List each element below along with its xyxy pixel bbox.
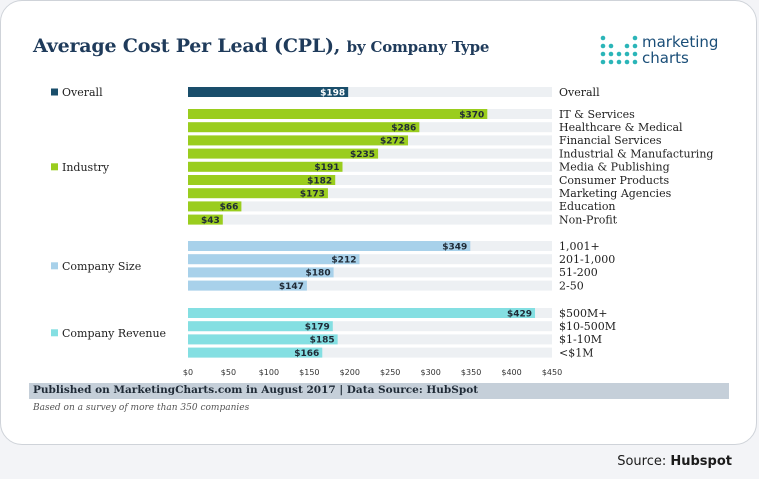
- bar: [188, 87, 349, 97]
- bar-value-label: $191: [314, 163, 339, 173]
- category-label: Financial Services: [559, 134, 662, 147]
- x-tick-label: $0: [183, 368, 193, 377]
- bar-track: [188, 334, 552, 345]
- group-label: Company Revenue: [62, 327, 166, 340]
- category-label: <$1M: [559, 346, 593, 359]
- x-tick-label: $200: [340, 368, 360, 377]
- group-label: Company Size: [62, 260, 141, 273]
- bar: [188, 175, 336, 185]
- bar-track: [188, 254, 552, 265]
- marketingcharts-logo-icon: [600, 35, 638, 65]
- bar: [188, 308, 536, 318]
- category-label: 1,001+: [559, 240, 600, 253]
- bar-track: [188, 347, 552, 358]
- footer-bar: [29, 383, 729, 399]
- bar-value-label: $147: [279, 282, 304, 292]
- bar-value-label: $166: [294, 349, 319, 359]
- bar-value-label: $370: [459, 110, 484, 120]
- footer-note: Based on a survey of more than 350 compa…: [33, 403, 250, 413]
- bar-value-label: $429: [507, 309, 532, 319]
- x-tick-label: $150: [299, 368, 319, 377]
- chart-card: Average Cost Per Lead (CPL), by Company …: [0, 0, 757, 445]
- bar-value-label: $198: [320, 88, 345, 98]
- bar-value-label: $272: [380, 137, 405, 147]
- logo-text: marketing charts: [642, 34, 718, 66]
- bar-value-label: $185: [310, 336, 335, 346]
- legend-swatch: [51, 88, 58, 96]
- logo-line-2: charts: [642, 49, 689, 67]
- source-caption: Source: Hubspot: [617, 454, 732, 469]
- bar: [188, 122, 420, 133]
- category-label: IT & Services: [559, 108, 635, 121]
- bar-chart: Overall $198 Overall Industry $370 IT & Servi…: [51, 86, 713, 377]
- bar-track: [188, 267, 552, 278]
- bar-value-label: $349: [442, 242, 467, 252]
- bar-value-label: $179: [305, 323, 330, 333]
- bar-track: [188, 201, 552, 212]
- bar: [188, 161, 343, 172]
- source-name: Hubspot: [670, 454, 732, 469]
- category-label: $500M+: [559, 307, 607, 320]
- legend-swatch: [51, 262, 58, 270]
- x-tick-label: $350: [461, 368, 481, 377]
- bar-track: [188, 161, 552, 172]
- bar: [188, 347, 323, 358]
- footer-published: Published on MarketingCharts.com in Augu…: [33, 384, 479, 396]
- bar-track: [188, 214, 552, 225]
- title-sub: by Company Type: [346, 38, 490, 56]
- x-tick-label: $450: [542, 368, 562, 377]
- legend-swatch: [51, 329, 58, 337]
- title-main: Average Cost Per Lead (CPL),: [33, 35, 341, 57]
- category-label: Media & Publishing: [559, 161, 670, 174]
- bar-value-label: $43: [201, 216, 220, 226]
- category-label: 201-1,000: [559, 253, 615, 266]
- category-label: $10-500M: [559, 320, 616, 333]
- category-label: Healthcare & Medical: [559, 121, 683, 134]
- bar-track: [188, 175, 552, 185]
- bar-value-label: $180: [306, 269, 331, 279]
- source-label: Source:: [617, 454, 667, 469]
- bar-value-label: $235: [350, 150, 375, 160]
- category-label: Overall: [559, 86, 600, 99]
- category-label: Consumer Products: [559, 174, 670, 187]
- x-tick-label: $300: [420, 368, 440, 377]
- bar: [188, 109, 488, 119]
- bar: [188, 188, 328, 199]
- bar-value-label: $212: [331, 256, 356, 266]
- category-label: Education: [559, 200, 616, 213]
- bar-value-label: $66: [220, 203, 239, 213]
- category-label: 51-200: [559, 266, 598, 279]
- logo-line-1: marketing: [642, 33, 719, 51]
- category-label: Marketing Agencies: [559, 187, 672, 200]
- bar: [188, 321, 333, 332]
- x-tick-label: $400: [501, 368, 521, 377]
- bar: [188, 201, 242, 212]
- legend-swatch: [51, 163, 58, 171]
- bar: [188, 267, 334, 278]
- bar: [188, 280, 307, 291]
- bar: [188, 214, 223, 225]
- bar-track: [188, 280, 552, 291]
- bar: [188, 334, 338, 345]
- group-label: Overall: [62, 86, 103, 99]
- category-label: Non-Profit: [559, 213, 618, 226]
- bar: [188, 254, 360, 265]
- chart-title: Average Cost Per Lead (CPL), by Company …: [33, 35, 489, 57]
- group-label: Industry: [62, 161, 110, 174]
- category-label: $1-10M: [559, 333, 602, 346]
- category-label: Industrial & Manufacturing: [559, 147, 713, 160]
- x-tick-label: $50: [221, 368, 236, 377]
- bar-track: [188, 321, 552, 332]
- bar: [188, 148, 379, 159]
- x-tick-label: $100: [259, 368, 279, 377]
- bar-track: [188, 188, 552, 199]
- bar-value-label: $173: [300, 190, 325, 200]
- bar: [188, 241, 471, 251]
- bar: [188, 135, 409, 146]
- bar-track: [188, 87, 552, 97]
- bar-value-label: $182: [307, 176, 332, 186]
- bar-value-label: $286: [391, 124, 416, 134]
- category-label: 2-50: [559, 279, 584, 292]
- x-tick-label: $250: [380, 368, 400, 377]
